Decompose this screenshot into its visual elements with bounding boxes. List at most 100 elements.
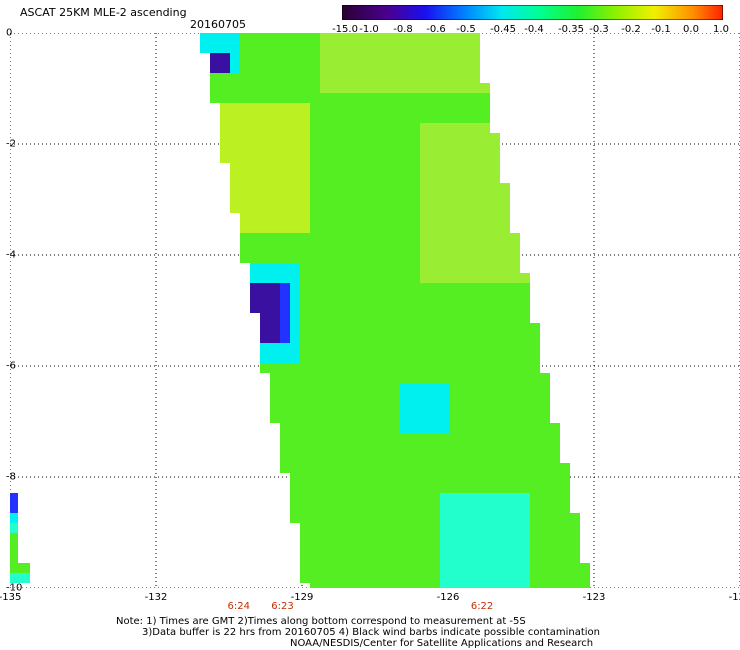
swath-cell	[290, 173, 300, 183]
swath-cell	[260, 153, 270, 163]
swath-cell	[400, 523, 410, 533]
swath-cell	[330, 543, 340, 553]
y-tick-label: -2	[6, 138, 16, 150]
swath-cell	[270, 53, 280, 63]
swath-cell	[420, 43, 430, 53]
swath-cell	[460, 513, 470, 523]
swath-cell	[360, 173, 370, 183]
swath-cell	[420, 363, 430, 373]
swath-cell	[410, 233, 420, 243]
swath-cell	[380, 293, 390, 303]
swath-cell	[270, 153, 280, 163]
swath-cell	[320, 473, 330, 483]
swath-cell	[390, 213, 400, 223]
swath-cell	[530, 543, 540, 553]
swath-cell	[270, 373, 280, 383]
swath-cell	[540, 453, 550, 463]
swath-cell	[440, 113, 450, 123]
swath-cell	[330, 63, 340, 73]
swath-cell	[330, 583, 340, 588]
swath-cell	[260, 353, 270, 363]
swath-cell	[280, 243, 290, 253]
swath-cell	[400, 213, 410, 223]
swath-cell	[460, 223, 470, 233]
swath-cell	[330, 393, 340, 403]
swath-cell	[360, 303, 370, 313]
swath-cell	[290, 313, 300, 323]
swath-cell	[320, 273, 330, 283]
swath-cell	[400, 163, 410, 173]
swath-cell	[360, 403, 370, 413]
swath-cell	[280, 103, 290, 113]
swath-cell	[380, 313, 390, 323]
swath-cell	[340, 213, 350, 223]
swath-cell	[490, 283, 500, 293]
swath-cell	[480, 513, 490, 523]
swath-cell	[390, 433, 400, 443]
swath-cell	[270, 253, 280, 263]
swath-cell	[580, 563, 590, 573]
swath-cell	[260, 83, 270, 93]
swath-cell	[240, 123, 250, 133]
swath-cell	[370, 203, 380, 213]
swath-cell	[350, 43, 360, 53]
swath-cell	[430, 53, 440, 63]
swath-cell	[380, 493, 390, 503]
swath-cell	[580, 573, 590, 583]
swath-cell	[390, 333, 400, 343]
swath-cell	[390, 523, 400, 533]
swath-cell	[200, 43, 210, 53]
swath-cell	[380, 473, 390, 483]
swath-cell	[360, 583, 370, 588]
swath-cell	[560, 583, 570, 588]
swath-cell	[470, 373, 480, 383]
swath-cell	[350, 443, 360, 453]
swath-cell	[470, 223, 480, 233]
swath-cell	[340, 93, 350, 103]
swath-cell	[320, 563, 330, 573]
swath-cell	[390, 253, 400, 263]
swath-cell	[250, 133, 260, 143]
swath-cell	[420, 223, 430, 233]
swath-cell	[380, 273, 390, 283]
swath-cell	[440, 523, 450, 533]
swath-cell	[470, 163, 480, 173]
swath-cell	[10, 493, 18, 503]
swath-cell	[440, 243, 450, 253]
swath-cell	[410, 333, 420, 343]
swath-cell	[450, 63, 460, 73]
swath-cell	[460, 83, 470, 93]
swath-cell	[460, 203, 470, 213]
swath-cell	[500, 463, 510, 473]
swath-cell	[540, 423, 550, 433]
swath-cell	[410, 53, 420, 63]
swath-cell	[510, 513, 520, 523]
swath-cell	[390, 143, 400, 153]
swath-cell	[510, 263, 520, 273]
swath-cell	[400, 273, 410, 283]
swath-cell	[550, 573, 560, 583]
swath-cell	[490, 203, 500, 213]
swath-cell	[230, 103, 240, 113]
swath-cell	[260, 343, 270, 353]
swath-cell	[350, 33, 360, 43]
swath-cell	[430, 433, 440, 443]
swath-cell	[280, 133, 290, 143]
swath-cell	[320, 153, 330, 163]
swath-cell	[370, 73, 380, 83]
swath-cell	[290, 353, 300, 363]
swath-cell	[250, 233, 260, 243]
swath-cell	[390, 543, 400, 553]
swath-cell	[390, 413, 400, 423]
swath-cell	[460, 433, 470, 443]
swath-cell	[240, 53, 250, 63]
swath-cell	[480, 313, 490, 323]
swath-cell	[260, 283, 270, 293]
swath-cell	[370, 303, 380, 313]
swath-cell	[320, 533, 330, 543]
swath-cell	[500, 273, 510, 283]
swath-cell	[420, 443, 430, 453]
swath-cell	[550, 493, 560, 503]
swath-cell	[280, 93, 290, 103]
swath-cell	[340, 513, 350, 523]
